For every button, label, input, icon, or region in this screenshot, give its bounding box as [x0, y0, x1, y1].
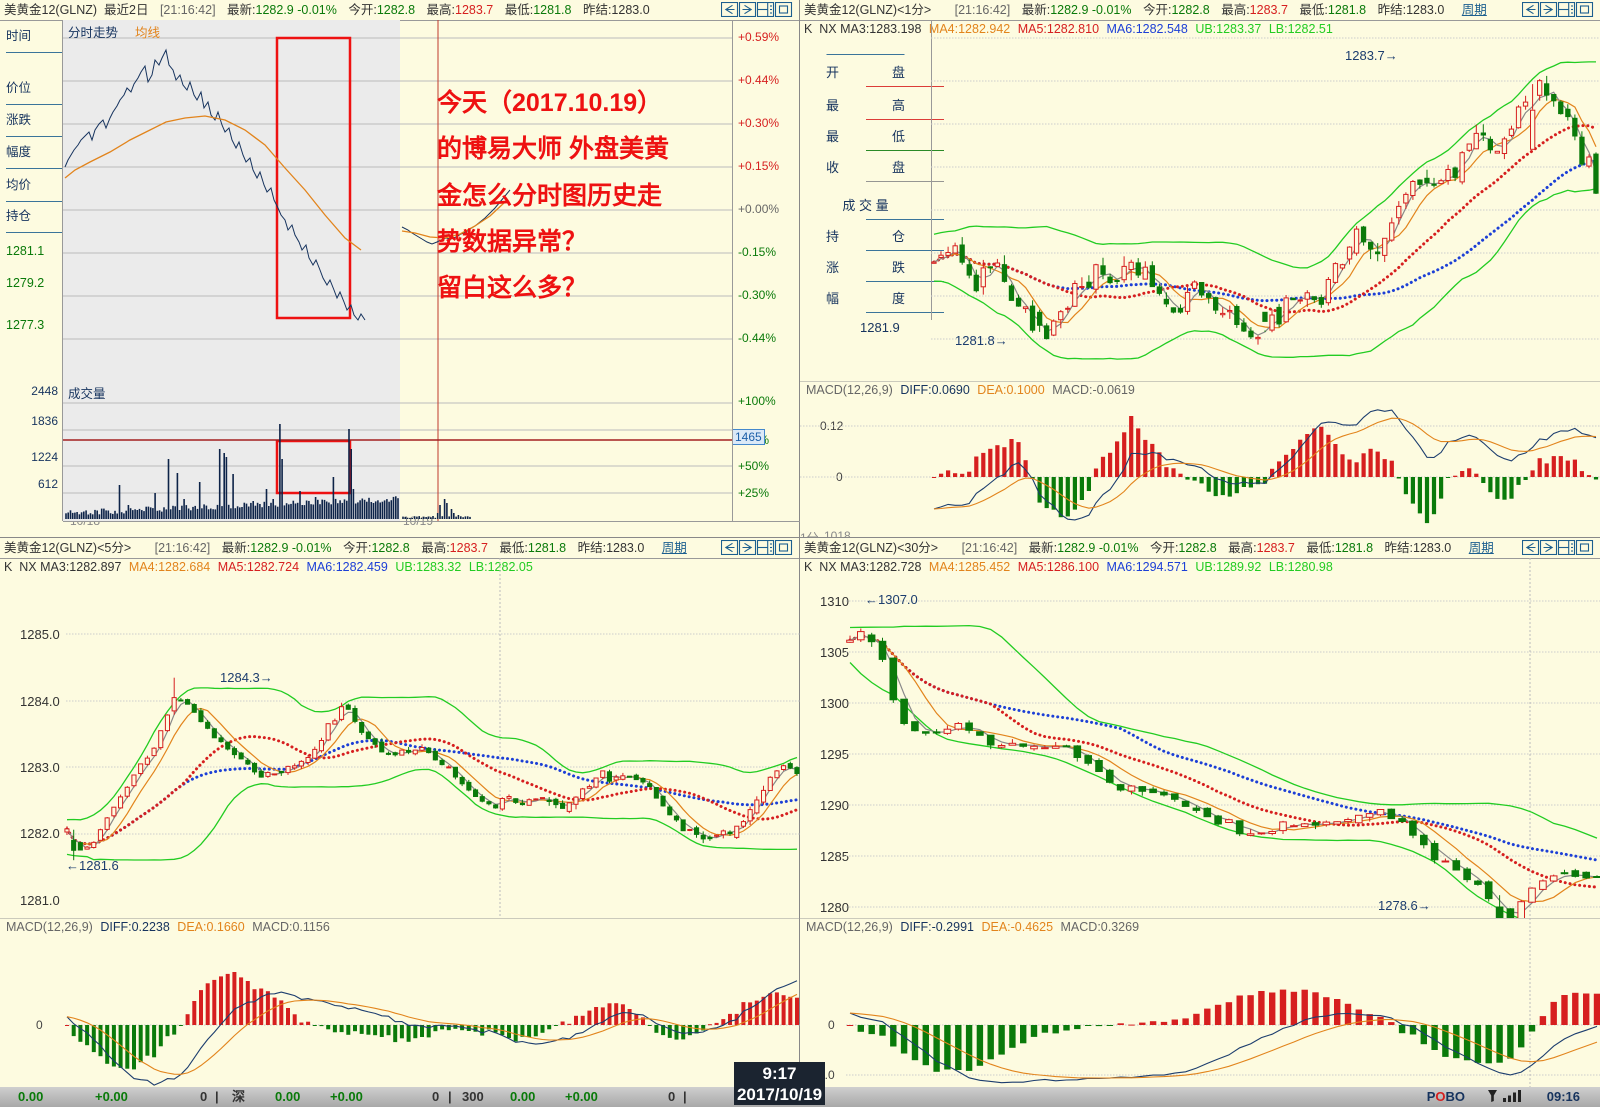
svg-text:1284.3→: 1284.3→	[220, 670, 273, 685]
svg-text:1278.6→: 1278.6→	[1378, 898, 1431, 913]
svg-text:1283.7→: 1283.7→	[1345, 48, 1398, 63]
svg-text:1281.8→: 1281.8→	[955, 333, 1008, 348]
svg-text:1281.0: 1281.0	[20, 893, 60, 908]
svg-text:←1307.0: ←1307.0	[865, 592, 918, 607]
svg-text:←1281.6: ←1281.6	[66, 858, 119, 873]
